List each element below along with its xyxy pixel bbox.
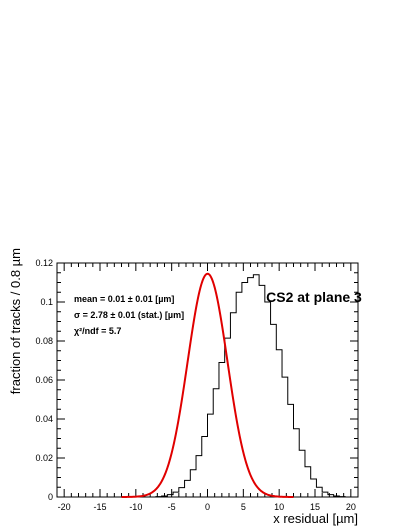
histogram-bin [316, 487, 322, 497]
x-tick-label: 5 [241, 502, 246, 512]
x-tick-label: -15 [93, 502, 106, 512]
y-tick-label: 0.12 [35, 258, 53, 268]
histogram-bin [202, 437, 208, 497]
y-tick-label: 0 [48, 492, 53, 502]
x-tick-label: -10 [129, 502, 142, 512]
histogram-bin [265, 302, 271, 497]
gaussian-fit-curve [121, 272, 294, 498]
histogram-bin [322, 492, 328, 497]
histogram-outline [121, 274, 357, 498]
histogram-bin [282, 377, 288, 497]
stats-mean: mean = 0.01 ± 0.01 [µm] [74, 294, 174, 304]
histogram-bin [190, 470, 196, 497]
histogram-bin [271, 324, 277, 497]
x-tick-label: -20 [58, 502, 71, 512]
stats-chi2: χ²/ndf = 5.7 [74, 326, 121, 336]
histogram-bin [196, 456, 202, 497]
histogram-bin [179, 488, 185, 497]
x-tick-label: 15 [310, 502, 320, 512]
histogram-bin [276, 350, 282, 497]
annotation-label: CS2 at plane 3 [266, 289, 362, 305]
histogram-bin [259, 285, 265, 497]
x-tick-label: -5 [168, 502, 176, 512]
histogram-bin [248, 278, 254, 497]
histogram-bin [288, 404, 294, 497]
histogram-bin [173, 492, 179, 497]
x-tick-label: 20 [346, 502, 356, 512]
stats-sigma: σ = 2.78 ± 0.01 (stat.) [µm] [74, 310, 184, 320]
histogram-bin [253, 275, 259, 497]
histogram-bin [305, 467, 311, 497]
x-tick-label: 0 [205, 502, 210, 512]
histogram-bin [219, 362, 225, 497]
x-tick-label: 10 [274, 502, 284, 512]
y-tick-label: 0.08 [35, 336, 53, 346]
y-tick-label: 0.02 [35, 453, 53, 463]
histogram-bin [311, 479, 317, 497]
histogram-bin [299, 450, 305, 497]
histogram-bin [185, 480, 191, 497]
y-tick-label: 0.06 [35, 375, 53, 385]
histogram-bin [208, 414, 214, 497]
histogram-bin [294, 429, 300, 497]
y-tick-label: 0.1 [40, 297, 53, 307]
y-axis-label: fraction of tracks / 0.8 µm [8, 248, 23, 394]
histogram-bin [236, 292, 242, 497]
x-axis-label: x residual [µm] [273, 511, 358, 526]
y-tick-label: 0.04 [35, 414, 53, 424]
histogram-bin [213, 389, 219, 497]
